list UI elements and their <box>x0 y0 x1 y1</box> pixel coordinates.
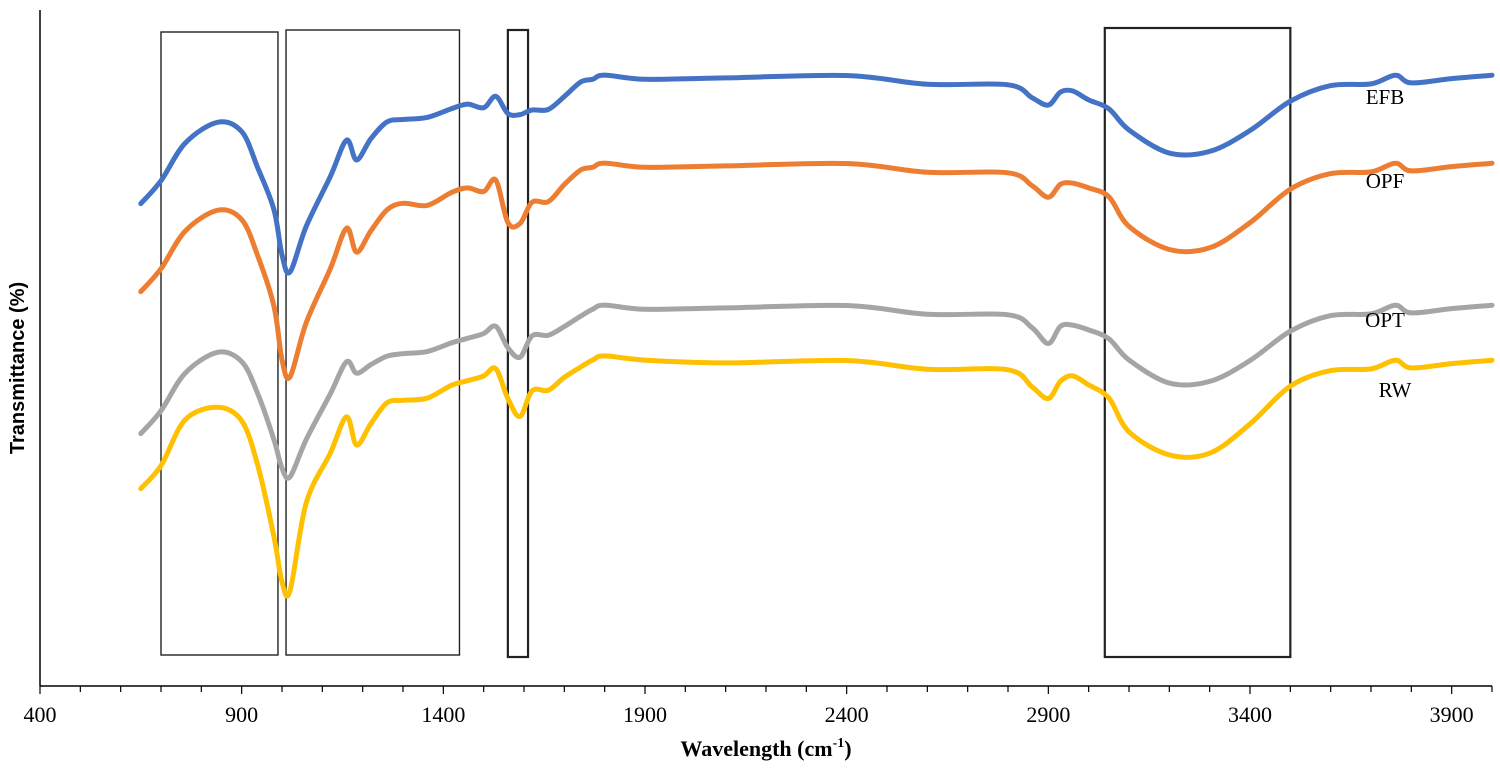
x-axis-title: Wavelength (cm-1) <box>680 736 851 761</box>
highlight-box <box>285 29 461 656</box>
series-labels: EFB OPF OPT RW <box>1365 85 1411 402</box>
highlight-box <box>1103 26 1292 659</box>
highlight-box <box>160 31 279 656</box>
series-line-rw <box>138 353 1495 599</box>
series-line-opf <box>138 160 1495 381</box>
x-tick-label: 2900 <box>1026 702 1070 727</box>
x-ticks: 400 900 1400 1900 2400 2900 3400 3900 <box>24 686 1493 727</box>
x-axis-title-text: Wavelength (cm <box>680 736 832 761</box>
x-tick-label: 1900 <box>623 702 667 727</box>
series-label-opf: OPF <box>1366 169 1405 193</box>
x-tick-label: 3400 <box>1228 702 1272 727</box>
series-label-efb: EFB <box>1366 85 1405 109</box>
series-line-opt <box>138 302 1495 481</box>
series-label-rw: RW <box>1379 378 1412 402</box>
series-line-efb <box>138 72 1495 276</box>
x-axis-title-superscript: -1 <box>833 736 845 751</box>
series-label-opt: OPT <box>1365 308 1405 332</box>
x-tick-label: 3900 <box>1430 702 1474 727</box>
y-axis-title: Transmittance (%) <box>7 282 29 454</box>
x-tick-label: 400 <box>24 702 57 727</box>
x-tick-label: 1400 <box>421 702 465 727</box>
x-tick-label: 2400 <box>825 702 869 727</box>
x-tick-label: 900 <box>225 702 258 727</box>
series-layer <box>138 72 1495 599</box>
x-axis-title-close: ) <box>844 736 851 761</box>
